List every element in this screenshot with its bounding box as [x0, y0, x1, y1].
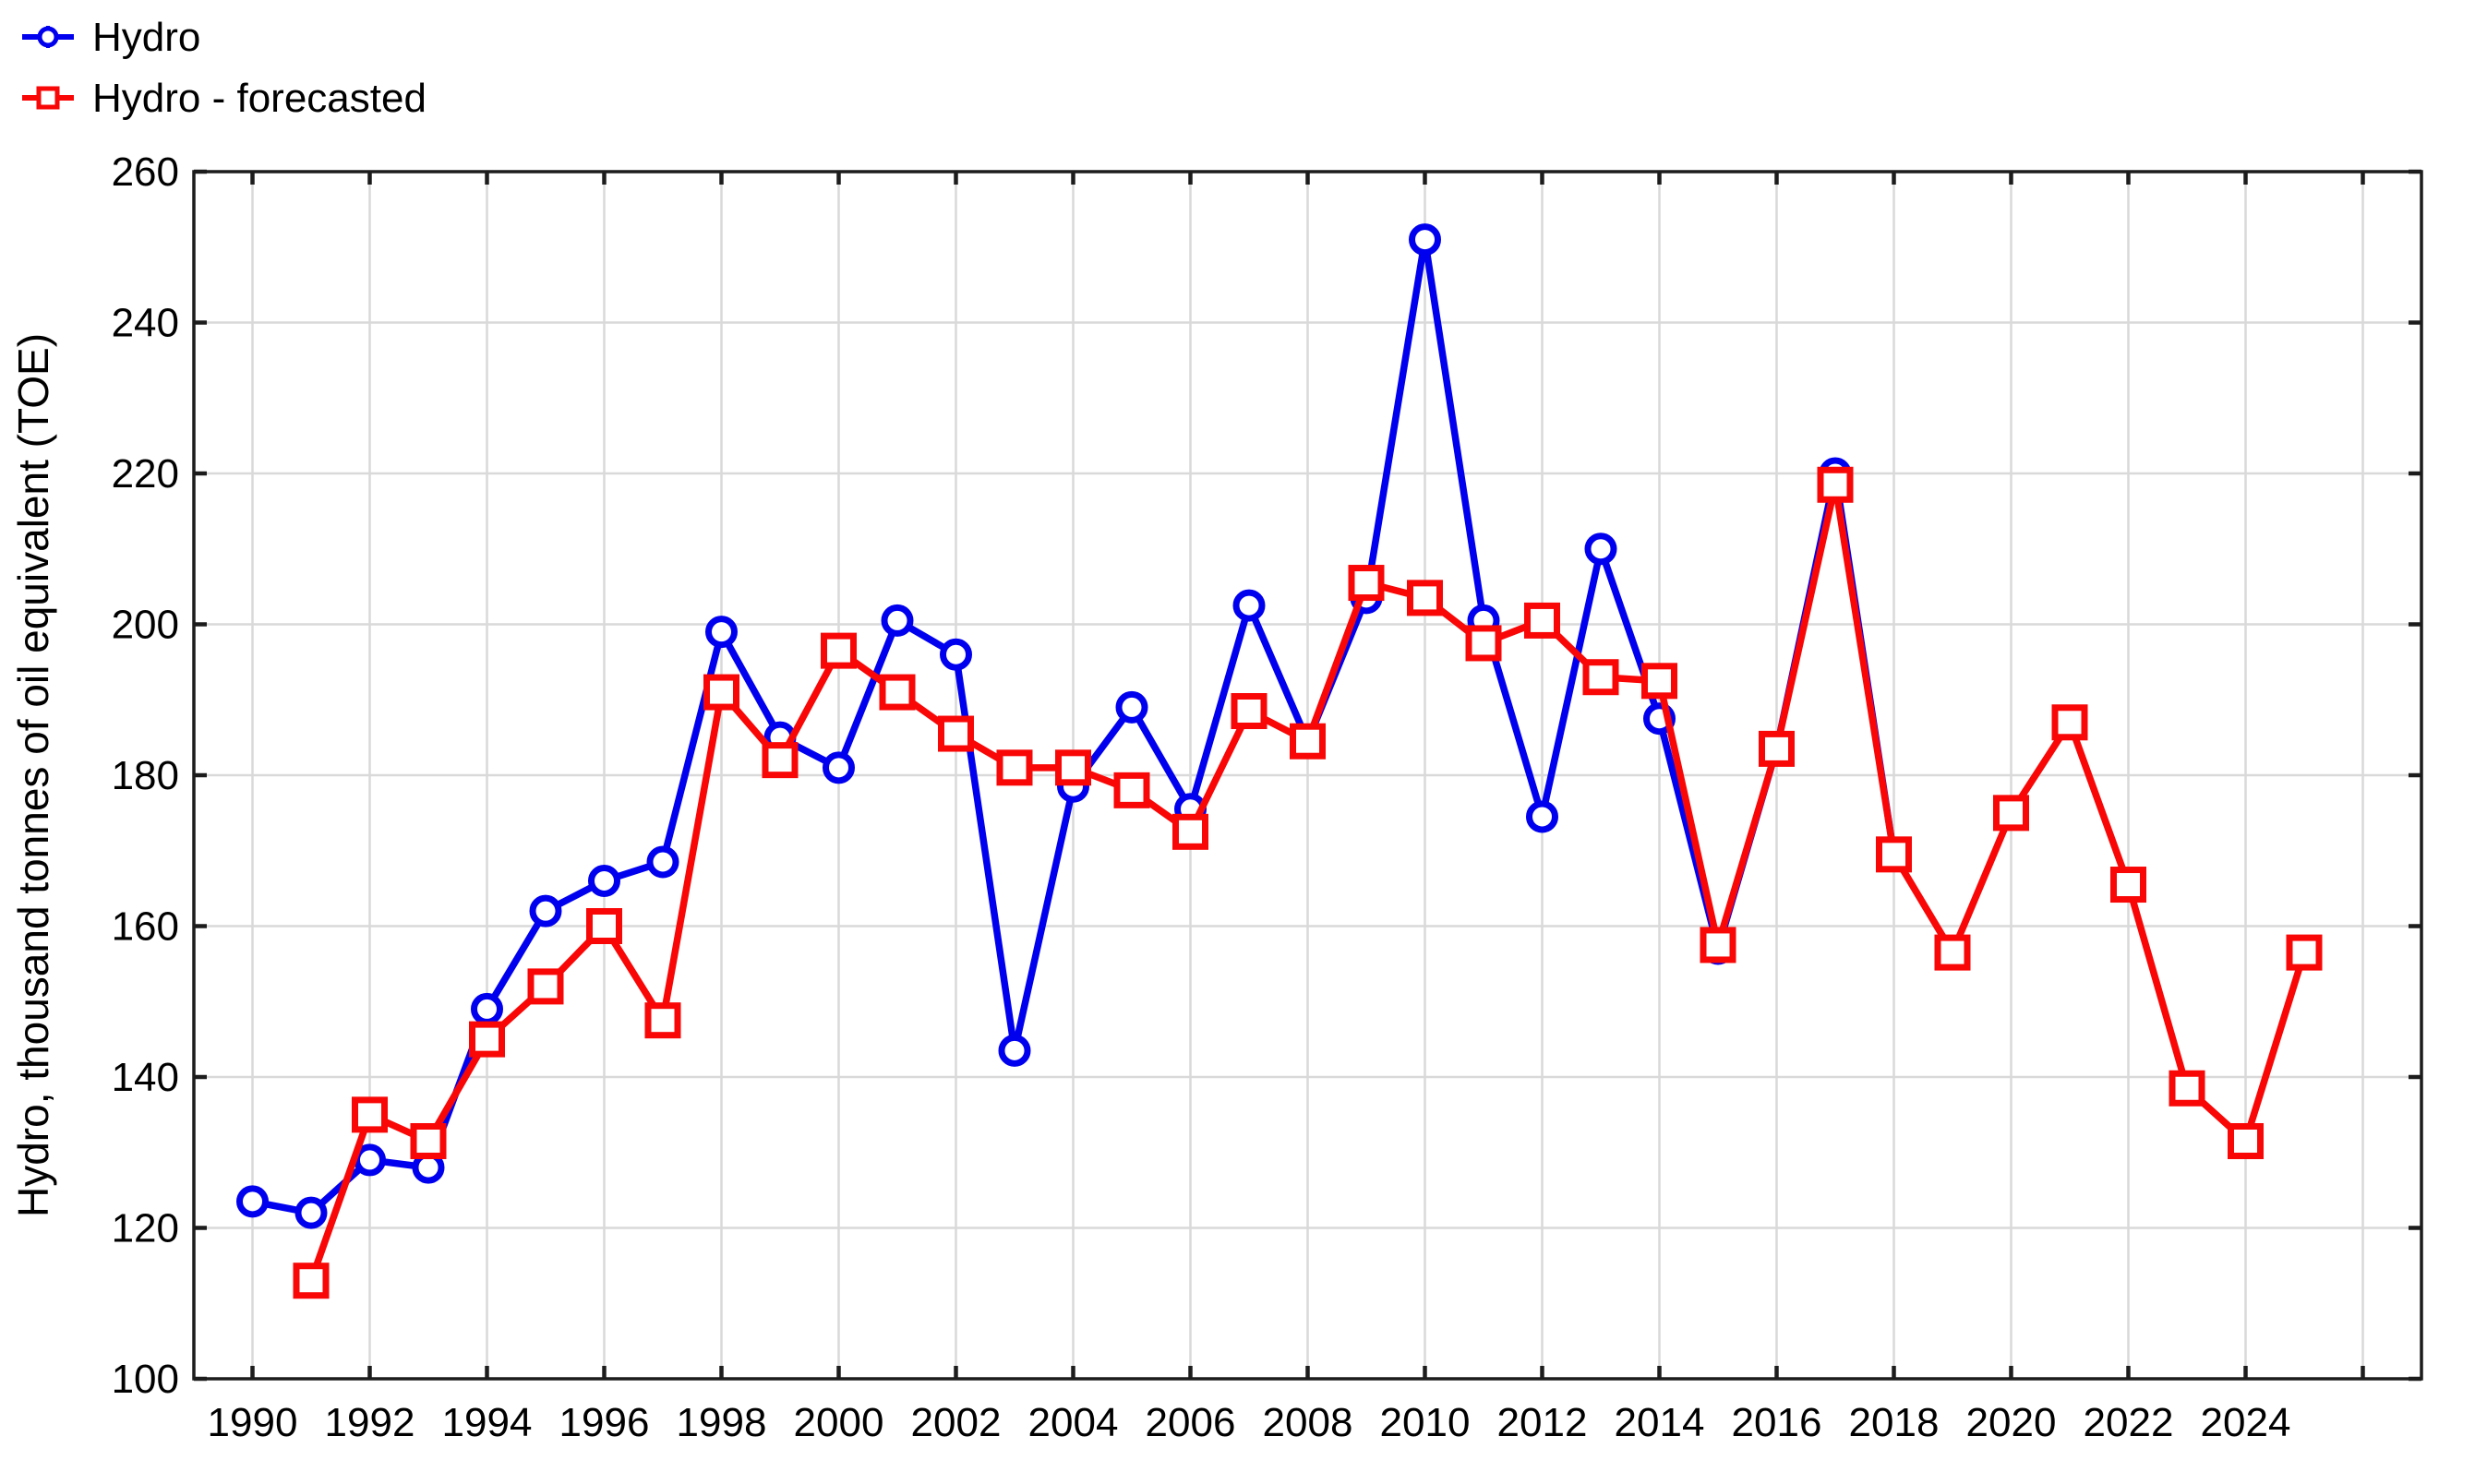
data-point-circle	[1526, 800, 1558, 833]
data-point-square	[469, 1021, 505, 1058]
y-tick-label: 220	[112, 451, 179, 497]
legend-label: Hydro - forecasted	[92, 76, 427, 121]
data-point-square	[879, 674, 916, 711]
data-point-circle	[236, 1185, 269, 1218]
data-point-circle	[588, 864, 620, 897]
data-point-circle	[1409, 223, 1441, 257]
data-point-square	[1290, 723, 1326, 760]
x-tick-label: 1994	[442, 1400, 533, 1445]
data-point-square	[1817, 466, 1854, 503]
data-point-square	[527, 968, 564, 1005]
y-tick-label: 240	[112, 301, 179, 346]
legend-marker-circle-icon	[37, 26, 59, 48]
legend: Hydro Hydro - forecasted	[22, 15, 427, 121]
data-point-square	[996, 749, 1033, 786]
y-tick-label: 180	[112, 753, 179, 798]
legend-label: Hydro	[92, 15, 200, 60]
data-point-circle	[881, 604, 914, 637]
x-axis-labels: 1990 1992 1994 1996 1998 2000 2002 2004 2006 2008…	[208, 1400, 2291, 1445]
data-point-square	[1641, 663, 1677, 700]
x-tick-label: 2004	[1028, 1400, 1119, 1445]
data-point-square	[1465, 625, 1502, 662]
legend-item-hydro-forecasted: Hydro - forecasted	[22, 76, 427, 121]
data-point-square	[1759, 730, 1795, 767]
x-tick-label: 2002	[911, 1400, 1002, 1445]
y-axis-title: Hydro, thousand tonnes of oil equivalent…	[9, 333, 57, 1217]
data-point-square	[644, 1002, 681, 1039]
data-point-circle	[940, 638, 972, 671]
legend-marker-square-icon	[36, 86, 60, 110]
data-point-square	[2051, 704, 2088, 741]
data-point-square	[1055, 749, 1091, 786]
data-point-circle	[471, 992, 503, 1025]
data-point-square	[762, 742, 799, 779]
x-tick-label: 2018	[1849, 1400, 1940, 1445]
x-tick-label: 1996	[559, 1400, 650, 1445]
data-point-square	[1524, 602, 1560, 639]
x-tick-label: 1998	[677, 1400, 767, 1445]
x-tick-label: 1990	[208, 1400, 298, 1445]
x-tick-label: 2012	[1497, 1400, 1588, 1445]
data-point-square	[938, 715, 974, 752]
x-tick-label: 2000	[794, 1400, 884, 1445]
y-tick-label: 160	[112, 904, 179, 950]
data-point-square	[1582, 659, 1619, 696]
data-point-circle	[998, 1034, 1031, 1067]
x-tick-label: 1992	[325, 1400, 415, 1445]
y-axis-labels: 100 120 140 160 180 200 220 240 260	[112, 150, 179, 1402]
series-hydro-forecasted	[293, 466, 2323, 1299]
data-point-circle	[705, 616, 738, 649]
data-point-square	[703, 674, 739, 711]
x-tick-label: 2024	[2201, 1400, 2291, 1445]
data-point-square	[586, 908, 622, 944]
data-point-square	[352, 1096, 388, 1133]
x-tick-label: 2006	[1146, 1400, 1236, 1445]
data-point-square	[1700, 927, 1736, 963]
data-point-square	[1993, 795, 2029, 832]
x-tick-label: 2022	[2084, 1400, 2174, 1445]
data-point-square	[2110, 867, 2146, 904]
y-tick-label: 100	[112, 1357, 179, 1402]
x-tick-label: 2014	[1615, 1400, 1705, 1445]
x-tick-label: 2010	[1380, 1400, 1471, 1445]
data-point-square	[1348, 565, 1385, 602]
data-point-square	[821, 632, 857, 669]
legend-item-hydro: Hydro	[22, 15, 200, 60]
x-tick-label: 2008	[1263, 1400, 1353, 1445]
data-point-square	[1934, 934, 1971, 971]
tick-marks	[194, 169, 2421, 1382]
data-point-square	[2169, 1070, 2205, 1107]
y-tick-label: 120	[112, 1206, 179, 1251]
data-point-circle	[1232, 589, 1266, 622]
data-point-square	[1407, 580, 1443, 616]
data-point-square	[1113, 772, 1150, 808]
data-point-circle	[354, 1143, 386, 1177]
y-tick-label: 140	[112, 1055, 179, 1100]
gridlines	[194, 172, 2421, 1379]
data-point-circle	[823, 751, 855, 784]
x-tick-label: 2016	[1732, 1400, 1822, 1445]
data-point-circle	[529, 894, 562, 928]
data-point-circle	[646, 845, 679, 879]
data-point-square	[2286, 934, 2323, 971]
data-point-square	[1172, 813, 1208, 850]
data-point-circle	[1115, 690, 1148, 724]
data-point-square	[293, 1263, 330, 1299]
data-point-square	[410, 1122, 447, 1159]
y-tick-label: 260	[112, 150, 179, 195]
data-point-square	[1231, 693, 1268, 730]
x-tick-label: 2020	[1966, 1400, 2057, 1445]
data-point-square	[2228, 1122, 2264, 1159]
data-point-circle	[1584, 533, 1617, 566]
data-point-square	[1876, 836, 1912, 873]
y-tick-label: 200	[112, 603, 179, 648]
data-point-circle	[294, 1196, 328, 1229]
